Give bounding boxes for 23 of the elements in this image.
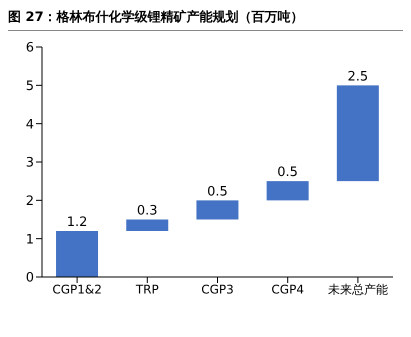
data-label: 0.5 xyxy=(207,184,228,200)
bar xyxy=(266,181,309,200)
y-tick-label: 5 xyxy=(26,78,34,94)
x-tick-label: 未来总产能 xyxy=(328,282,388,297)
y-tick-label: 6 xyxy=(26,40,34,56)
x-tick-label: CGP3 xyxy=(201,282,234,297)
y-tick-label: 3 xyxy=(26,156,34,171)
bar xyxy=(336,85,379,182)
bar xyxy=(56,231,98,277)
bar xyxy=(196,200,238,220)
x-tick-label: TRP xyxy=(134,282,159,297)
y-tick-label: 2 xyxy=(26,194,34,209)
data-label: 2.5 xyxy=(347,69,368,84)
y-tick-label: 1 xyxy=(26,232,34,248)
chart-title: 图 27：格林布什化学级锂精矿产能规划（百万吨） xyxy=(8,8,403,31)
data-label: 1.2 xyxy=(66,215,88,230)
y-tick-label: 4 xyxy=(26,117,34,132)
x-tick-label: CGP4 xyxy=(271,282,304,297)
data-label: 0.5 xyxy=(277,165,298,180)
bar xyxy=(126,220,168,231)
x-tick-label: CGP1&2 xyxy=(52,282,102,297)
y-tick-label: 0 xyxy=(26,270,34,286)
data-label: 0.3 xyxy=(136,204,158,218)
